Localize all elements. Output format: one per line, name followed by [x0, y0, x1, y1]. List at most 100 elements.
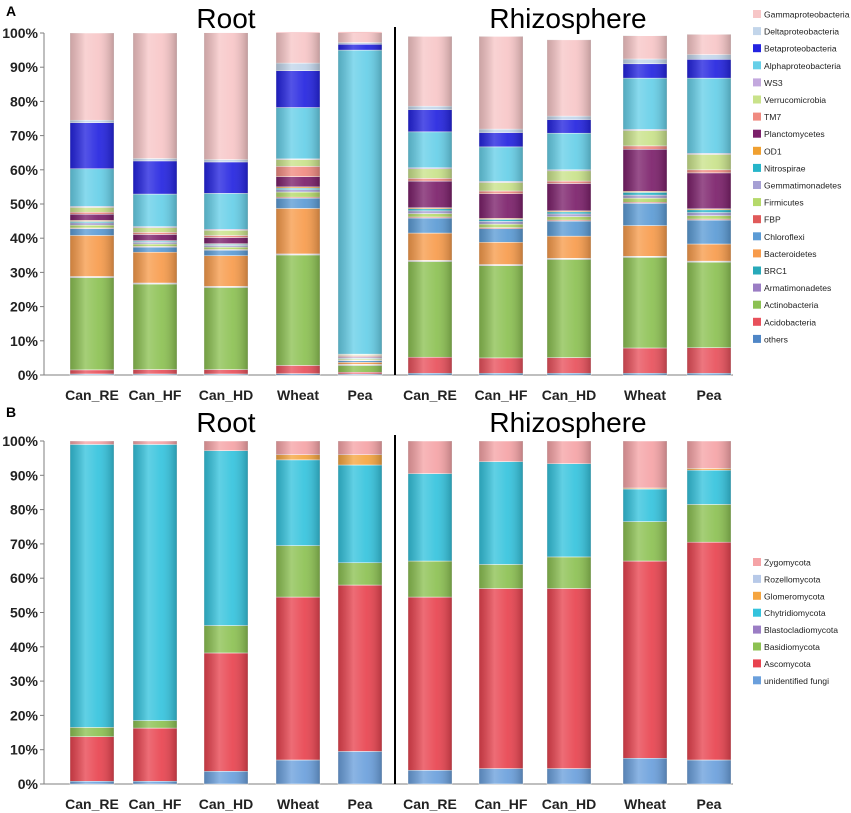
bar-segment-verrucomicrobia: [275, 159, 321, 167]
bar-segment-planctomycetes: [203, 237, 249, 244]
bar-segment-betaproteobacteria: [275, 70, 321, 108]
bar-segment-basidiomycota: [203, 625, 249, 654]
x-tick-label: Wheat: [277, 796, 319, 812]
bar-segment-betaproteobacteria: [622, 63, 668, 79]
bar-segment-deltaproteobacteria: [275, 62, 321, 71]
legend-label: Planctomycetes: [764, 129, 825, 139]
bar-segment-gemmatimonadetes: [407, 210, 453, 214]
legend-label: Gemmatimonadetes: [764, 181, 841, 191]
bar-segment-others: [546, 373, 592, 376]
bar-segment-planctomycetes: [407, 180, 453, 209]
x-tick-label: Wheat: [624, 387, 666, 403]
bar-segment-acidobacteria: [337, 372, 383, 375]
bar-segment-ascomycota: [686, 541, 732, 761]
bar-segment-others: [686, 373, 732, 376]
legend-swatch: [753, 61, 761, 70]
bar-segment-chytridiomycota: [275, 459, 321, 546]
bar-segment-basidiomycota: [546, 556, 592, 589]
x-tick-label: Can_HD: [542, 387, 596, 403]
bar-segment-firmicutes: [203, 246, 249, 250]
bar-stack-can_hf: [478, 440, 524, 785]
x-tick-label: Can_RE: [65, 387, 119, 403]
bar-segment-deltaproteobacteria: [337, 42, 383, 45]
legend-swatch: [753, 129, 761, 138]
legend-label: Betaproteobacteria: [764, 44, 837, 54]
bar-segment-glomeromycota: [337, 454, 383, 466]
y-tick-label: 40%: [10, 230, 39, 246]
legend-label: Armatimonadetes: [764, 283, 831, 293]
bar-segment-acidobacteria: [69, 369, 115, 375]
bar-segment-gammaproteobacteria: [132, 32, 178, 159]
bar-segment-acidobacteria: [686, 347, 732, 374]
bar-segment-bacteroidetes: [407, 232, 453, 261]
legend-swatch: [753, 300, 761, 309]
legend-swatch: [753, 95, 761, 104]
y-tick-label: 10%: [10, 333, 39, 349]
bar-segment-bacteroidetes: [132, 251, 178, 284]
legend-label: WS3: [764, 78, 783, 88]
legend-label: Zygomycota: [764, 558, 811, 568]
legend-label: Blastocladiomycota: [764, 625, 838, 635]
x-tick-label: Can_HF: [129, 796, 182, 812]
bar-segment-deltaproteobacteria: [69, 119, 115, 123]
bar-stack-pea: [686, 34, 732, 376]
bar-segment-zygomycota: [337, 440, 383, 455]
bar-segment-actinobacteria: [478, 265, 524, 359]
bar-segment-betaproteobacteria: [337, 44, 383, 51]
bar-segment-chloroflexi: [69, 228, 115, 236]
bar-segment-ascomycota: [407, 596, 453, 771]
bar-segment-gammaproteobacteria: [337, 31, 383, 43]
legend-swatch: [753, 642, 761, 651]
legend-swatch: [753, 317, 761, 326]
bar-segment-verrucomicrobia: [203, 230, 249, 236]
bar-segment-zygomycota: [478, 440, 524, 462]
bar-segment-gemmatimonadetes: [203, 245, 249, 248]
bar-segment-basidiomycota: [622, 521, 668, 562]
bar-segment-ascomycota: [478, 588, 524, 769]
y-tick-label: 80%: [10, 93, 39, 109]
bar-segment-tm7: [132, 232, 178, 235]
bar-segment-ascomycota: [337, 584, 383, 752]
bar-segment-tm7: [622, 145, 668, 150]
bar-segment-gemmatimonadetes: [275, 189, 321, 193]
bar-segment-ascomycota: [622, 560, 668, 759]
legend-swatch: [753, 146, 761, 155]
bar-segment-alphaproteobacteria: [407, 131, 453, 168]
legend-swatch: [753, 78, 761, 87]
legend-swatch: [753, 608, 761, 617]
bar-segment-glomeromycota: [686, 468, 732, 471]
bar-segment-tm7: [478, 190, 524, 194]
bar-segment-gammaproteobacteria: [622, 35, 668, 60]
bar-segment-firmicutes: [69, 224, 115, 229]
panel-B: B Root Rhizosphere 0% 10% 20% 30% 40% 50% 60% 70% 8…: [2, 404, 838, 812]
bar-segment-actinobacteria: [546, 259, 592, 358]
bar-segment-planctomycetes: [686, 172, 732, 210]
x-tick-label: Wheat: [277, 387, 319, 403]
x-tick-label: Pea: [697, 387, 722, 403]
bar-segment-firmicutes: [478, 223, 524, 228]
bar-segment-nitrospirae: [546, 211, 592, 215]
bar-segment-gammaproteobacteria: [275, 31, 321, 64]
bar-segment-unidentified-fungi: [132, 781, 178, 785]
y-tick-label: 90%: [10, 467, 39, 483]
bar-segment-bacteroidetes: [203, 255, 249, 287]
bar-segment-chytridiomycota: [132, 444, 178, 721]
legend: Zygomycota Rozellomycota Glomeromycota Chyt…: [753, 558, 838, 686]
bar-stack-wheat: [275, 440, 321, 785]
bar-segment-gemmatimonadetes: [69, 222, 115, 226]
legend-label: BRC1: [764, 266, 787, 276]
bar-segment-chytridiomycota: [69, 444, 115, 728]
y-tick-label: 80%: [10, 502, 39, 518]
bar-segment-gammaproteobacteria: [69, 32, 115, 121]
bar-stack-can_re: [407, 440, 453, 785]
x-tick-label: Can_HD: [199, 387, 253, 403]
legend-swatch: [753, 625, 761, 634]
x-tick-label: Pea: [348, 796, 373, 812]
y-tick-label: 100%: [2, 433, 38, 449]
bar-segment-verrucomicrobia: [69, 207, 115, 213]
bar-segment-chloroflexi: [203, 249, 249, 256]
bar-segment-basidiomycota: [337, 562, 383, 586]
y-tick-label: 70%: [10, 536, 39, 552]
x-tick-label: Can_RE: [403, 387, 457, 403]
